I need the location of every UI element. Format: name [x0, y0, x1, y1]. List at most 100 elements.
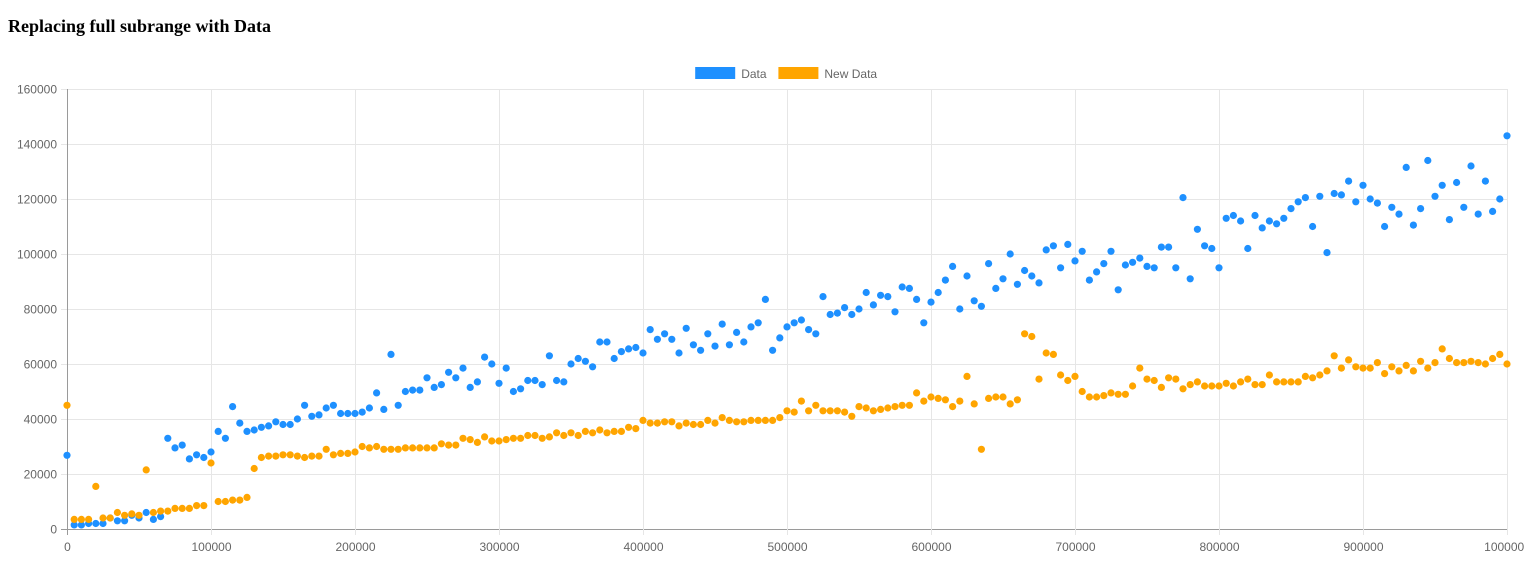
- data-point[interactable]: [891, 308, 899, 316]
- data-point[interactable]: [733, 328, 741, 336]
- data-point[interactable]: [869, 407, 878, 415]
- data-point[interactable]: [430, 383, 438, 391]
- data-point[interactable]: [653, 335, 662, 343]
- data-point[interactable]: [185, 504, 193, 512]
- data-point[interactable]: [1186, 381, 1194, 389]
- data-point[interactable]: [1381, 370, 1389, 378]
- data-point[interactable]: [1424, 156, 1432, 165]
- data-point[interactable]: [1121, 261, 1129, 269]
- data-point[interactable]: [1265, 371, 1273, 379]
- data-point[interactable]: [553, 429, 561, 437]
- data-point[interactable]: [193, 502, 201, 510]
- data-point[interactable]: [581, 357, 590, 365]
- data-point[interactable]: [1150, 376, 1158, 385]
- data-point[interactable]: [99, 514, 107, 522]
- data-point[interactable]: [1503, 132, 1511, 140]
- data-point[interactable]: [1287, 205, 1295, 213]
- data-point[interactable]: [1258, 381, 1266, 389]
- data-point[interactable]: [682, 324, 690, 332]
- data-point[interactable]: [1157, 243, 1165, 251]
- data-point[interactable]: [812, 401, 820, 409]
- data-point[interactable]: [1021, 266, 1029, 275]
- data-point[interactable]: [1078, 387, 1086, 396]
- data-point[interactable]: [956, 397, 964, 405]
- data-point[interactable]: [927, 393, 935, 401]
- data-point[interactable]: [1085, 276, 1093, 284]
- legend-item[interactable]: New Data: [778, 67, 877, 81]
- data-point[interactable]: [1381, 222, 1389, 231]
- data-point[interactable]: [905, 401, 914, 409]
- data-point[interactable]: [1287, 378, 1295, 386]
- data-point[interactable]: [524, 431, 532, 440]
- data-point[interactable]: [502, 436, 510, 444]
- data-point[interactable]: [1114, 286, 1122, 294]
- data-point[interactable]: [596, 426, 604, 434]
- data-point[interactable]: [1445, 216, 1453, 224]
- data-point[interactable]: [718, 414, 726, 422]
- data-point[interactable]: [560, 378, 568, 386]
- data-point[interactable]: [682, 419, 690, 427]
- data-point[interactable]: [675, 349, 683, 357]
- data-point[interactable]: [884, 293, 892, 301]
- data-point[interactable]: [481, 433, 489, 441]
- data-point[interactable]: [466, 383, 474, 391]
- data-point[interactable]: [589, 363, 597, 371]
- data-point[interactable]: [1028, 272, 1036, 280]
- data-point[interactable]: [308, 452, 316, 460]
- data-point[interactable]: [740, 418, 748, 426]
- data-point[interactable]: [1021, 330, 1029, 338]
- data-point[interactable]: [1330, 352, 1338, 360]
- data-point[interactable]: [193, 451, 201, 459]
- data-point[interactable]: [488, 437, 496, 445]
- data-point[interactable]: [473, 378, 481, 386]
- data-point[interactable]: [733, 418, 741, 426]
- data-point[interactable]: [1042, 246, 1050, 254]
- data-point[interactable]: [653, 419, 662, 427]
- data-point[interactable]: [574, 354, 582, 363]
- data-point[interactable]: [365, 444, 373, 452]
- data-point[interactable]: [970, 400, 978, 408]
- data-point[interactable]: [1071, 257, 1079, 265]
- data-point[interactable]: [819, 407, 827, 415]
- data-point[interactable]: [1481, 360, 1489, 368]
- data-point[interactable]: [977, 302, 986, 310]
- data-point[interactable]: [1352, 363, 1360, 371]
- data-point[interactable]: [337, 409, 345, 418]
- data-point[interactable]: [632, 425, 640, 433]
- data-point[interactable]: [92, 519, 100, 528]
- data-point[interactable]: [178, 504, 186, 512]
- data-point[interactable]: [272, 418, 280, 426]
- data-point[interactable]: [430, 444, 438, 452]
- data-point[interactable]: [1273, 220, 1281, 228]
- data-point[interactable]: [1301, 372, 1309, 380]
- data-point[interactable]: [250, 426, 258, 434]
- data-point[interactable]: [1345, 177, 1353, 185]
- data-point[interactable]: [1229, 211, 1237, 220]
- data-point[interactable]: [524, 376, 532, 385]
- data-point[interactable]: [373, 442, 381, 451]
- data-point[interactable]: [790, 319, 798, 327]
- data-point[interactable]: [308, 412, 316, 420]
- data-point[interactable]: [1330, 189, 1338, 198]
- data-point[interactable]: [1129, 258, 1137, 266]
- data-point[interactable]: [560, 431, 568, 440]
- data-point[interactable]: [1431, 192, 1439, 200]
- data-point[interactable]: [286, 451, 294, 459]
- data-point[interactable]: [1388, 363, 1396, 371]
- data-point[interactable]: [1215, 264, 1223, 272]
- data-point[interactable]: [401, 444, 409, 452]
- data-point[interactable]: [459, 434, 467, 442]
- data-point[interactable]: [1280, 378, 1288, 386]
- legend-item[interactable]: Data: [695, 67, 767, 81]
- data-point[interactable]: [855, 403, 863, 411]
- data-point[interactable]: [639, 416, 647, 424]
- data-point[interactable]: [1201, 382, 1209, 390]
- data-point[interactable]: [1157, 383, 1165, 391]
- data-point[interactable]: [1273, 378, 1281, 386]
- data-point[interactable]: [1006, 250, 1014, 258]
- data-point[interactable]: [625, 423, 633, 431]
- data-point[interactable]: [625, 345, 633, 353]
- data-point[interactable]: [1265, 217, 1273, 225]
- data-point[interactable]: [1172, 264, 1180, 272]
- data-point[interactable]: [481, 353, 489, 361]
